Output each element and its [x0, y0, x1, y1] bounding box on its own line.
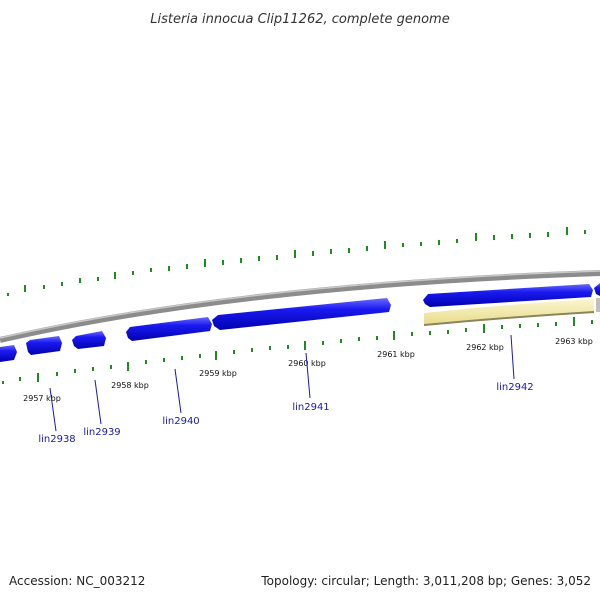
kbp-label: 2962 kbp [466, 343, 504, 352]
gene-labels: lin2938 lin2939 lin2940 lin2941 lin2942 [38, 382, 533, 445]
gene-arrow[interactable] [594, 283, 600, 296]
gene-label-lin2939[interactable]: lin2939 [83, 427, 120, 438]
kbp-label: 2958 kbp [111, 381, 149, 390]
gene-label-lines [49, 334, 515, 432]
gene-label-lin2938[interactable]: lin2938 [38, 434, 75, 445]
map-title: Listeria innocua Clip11262, complete gen… [150, 12, 449, 27]
genome-summary-text: Topology: circular; Length: 3,011,208 bp… [260, 574, 591, 588]
gene-label-lin2941[interactable]: lin2941 [292, 402, 329, 413]
gc-skew-ticks-inner [2, 317, 593, 384]
gene-arrow[interactable] [212, 298, 391, 330]
kbp-label: 2957 kbp [23, 394, 61, 403]
gene-arrow[interactable] [72, 331, 106, 349]
kbp-label: 2963 kbp [555, 337, 593, 346]
gene-label-lin2940[interactable]: lin2940 [162, 416, 199, 427]
gc-skew-ticks-outer [7, 227, 586, 296]
kbp-label: 2961 kbp [377, 350, 415, 359]
gene-arrow[interactable] [126, 317, 212, 341]
genome-backbone [0, 270, 600, 343]
gene-label-lin2942[interactable]: lin2942 [496, 382, 533, 393]
gene-arrow[interactable] [423, 284, 593, 307]
highlighted-gene[interactable] [423, 298, 600, 326]
accession-text: Accession: NC_003212 [9, 574, 145, 588]
forward-genes [0, 283, 600, 362]
kbp-label: 2959 kbp [199, 369, 237, 378]
gene-arrow[interactable] [0, 345, 17, 362]
gene-arrow[interactable] [26, 336, 62, 355]
